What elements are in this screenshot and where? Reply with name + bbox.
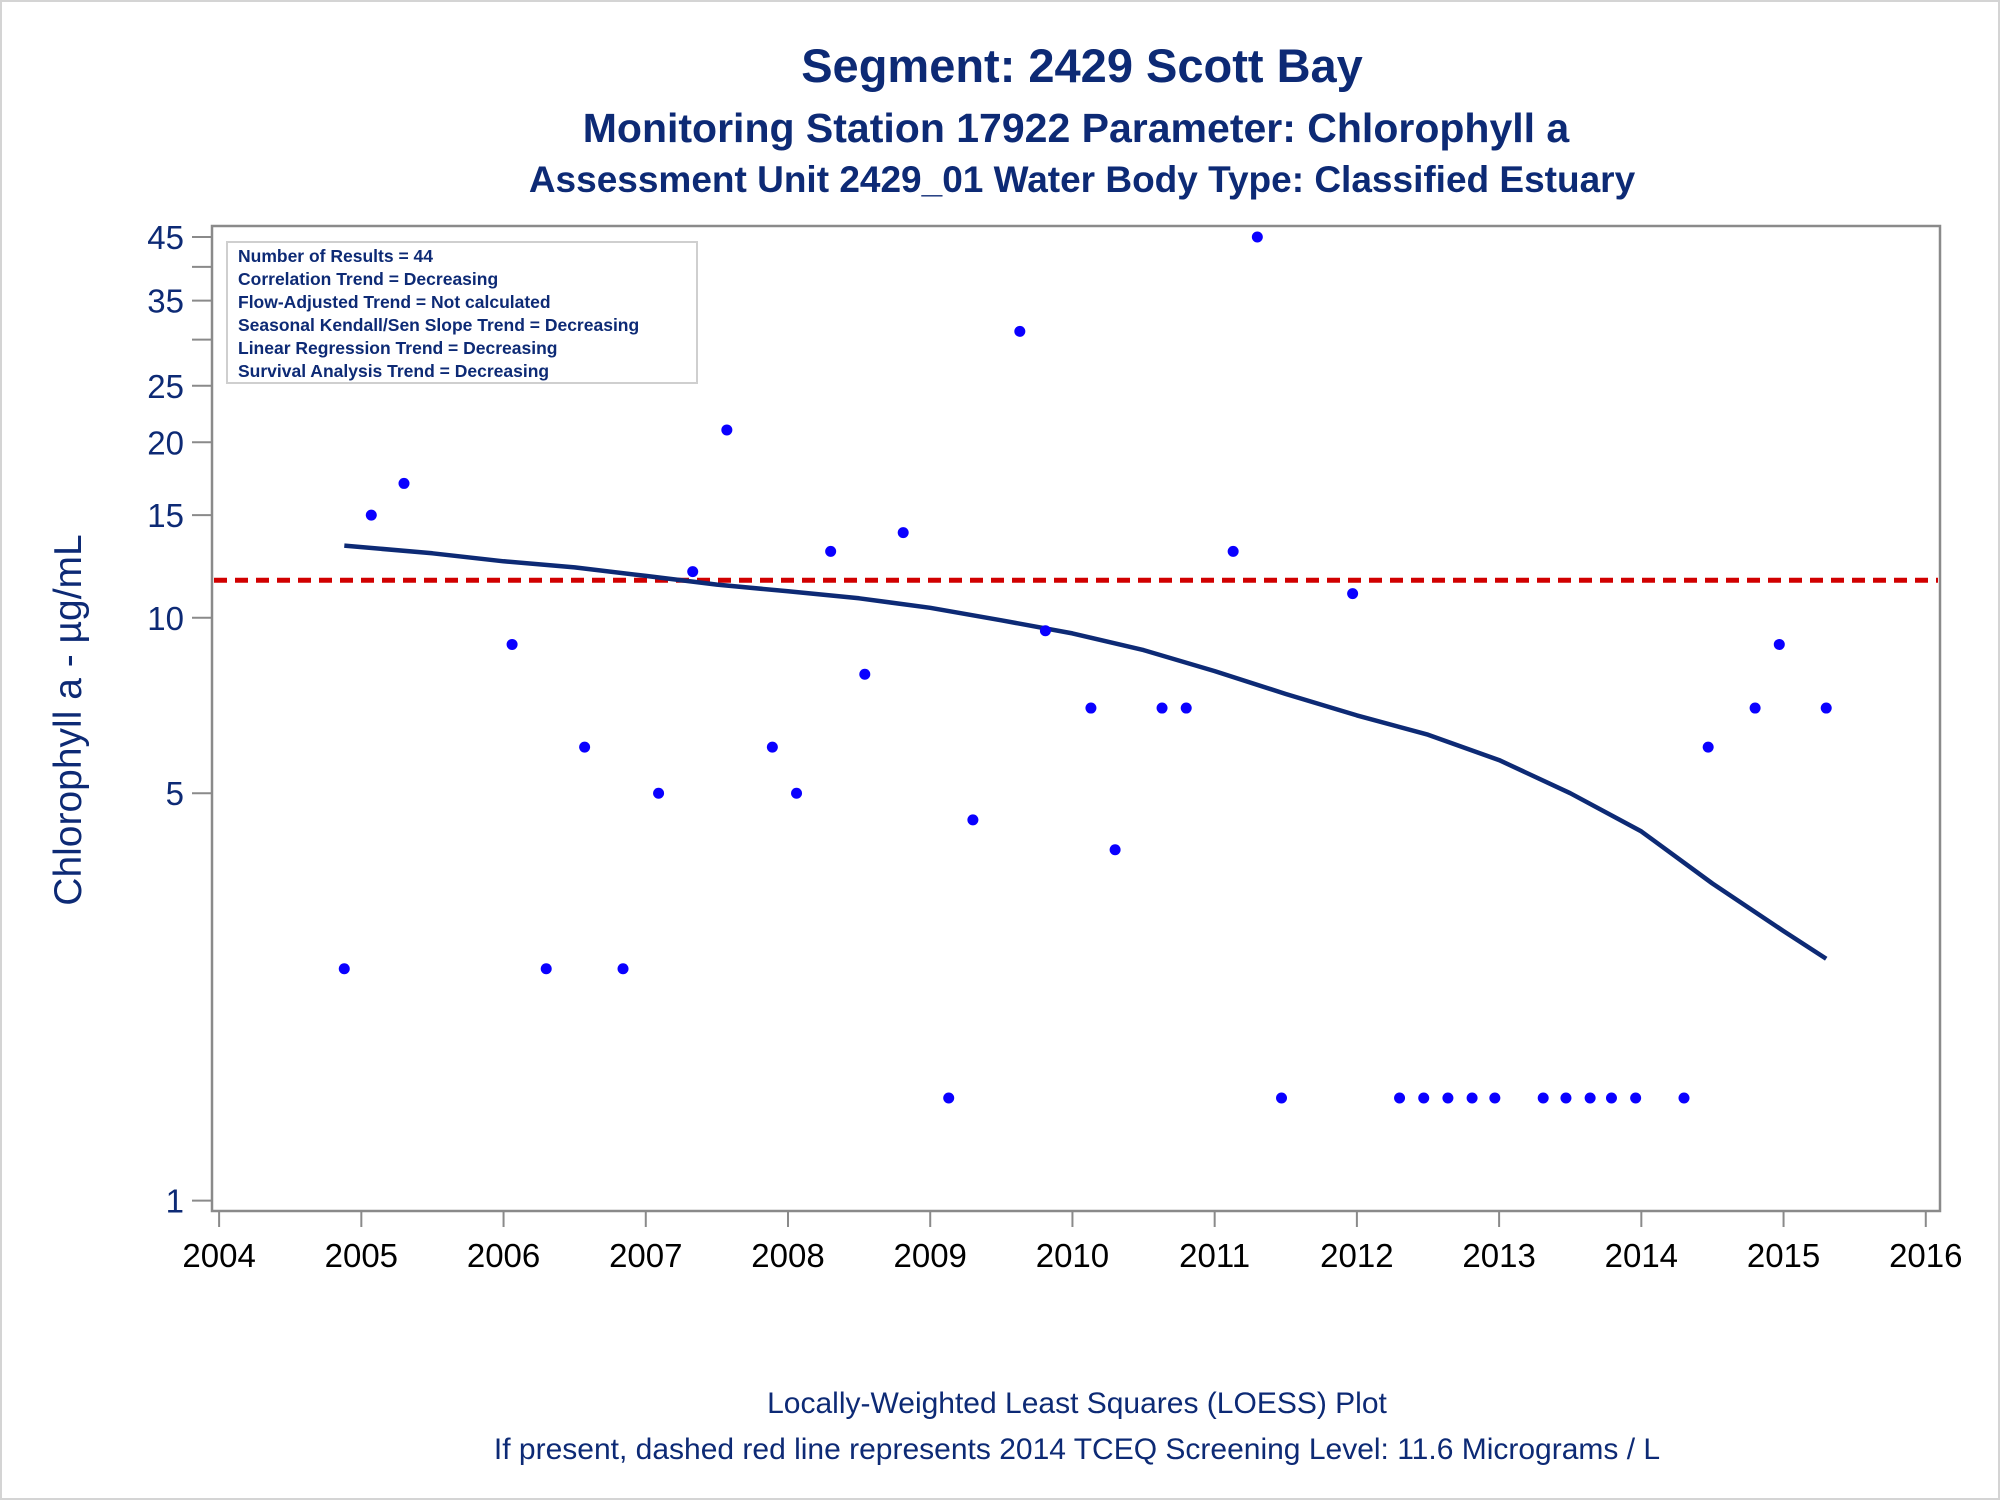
chart-title: Segment: 2429 Scott Bay	[801, 39, 1363, 92]
data-point	[1702, 741, 1714, 753]
data-point	[506, 638, 518, 650]
data-point	[1039, 625, 1051, 637]
data-point	[1678, 1092, 1690, 1104]
data-point	[1014, 325, 1026, 337]
x-tick-label: 2010	[1036, 1237, 1109, 1274]
data-point	[687, 566, 699, 578]
loess-curve	[344, 543, 1828, 961]
data-point	[1630, 1092, 1642, 1104]
chart-subtitle-2: Assessment Unit 2429_01 Water Body Type:…	[529, 159, 1636, 200]
data-point	[1276, 1092, 1288, 1104]
stats-line: Correlation Trend = Decreasing	[238, 269, 498, 289]
data-point	[365, 509, 377, 521]
data-point	[943, 1092, 955, 1104]
footnote-2: If present, dashed red line represents 2…	[494, 1433, 1660, 1466]
data-point	[338, 963, 350, 975]
data-point	[1773, 638, 1785, 650]
data-point	[791, 787, 803, 799]
data-point	[1584, 1092, 1596, 1104]
data-point	[825, 545, 837, 557]
data-point	[1537, 1092, 1549, 1104]
x-tick-label: 2013	[1462, 1237, 1535, 1274]
data-point	[1394, 1092, 1406, 1104]
data-point	[1820, 702, 1832, 714]
x-tick-label: 2004	[182, 1237, 255, 1274]
data-point	[1749, 702, 1761, 714]
stats-box	[226, 241, 698, 384]
data-point	[1418, 1092, 1430, 1104]
stats-line: Number of Results = 44	[238, 246, 433, 266]
stats-line: Flow-Adjusted Trend = Not calculated	[238, 292, 551, 312]
data-point	[1251, 231, 1263, 243]
stats-lines: Number of Results = 44 Correlation Trend…	[238, 246, 639, 381]
data-point	[1109, 844, 1121, 856]
stats-line: Linear Regression Trend = Decreasing	[238, 338, 558, 358]
data-point	[617, 963, 629, 975]
data-point	[859, 668, 871, 680]
x-tick-label: 2015	[1747, 1237, 1820, 1274]
x-tick-label: 2011	[1179, 1237, 1250, 1274]
x-tick-label: 2014	[1605, 1237, 1678, 1274]
x-tick-label: 2005	[325, 1237, 398, 1274]
plot-frame	[210, 224, 1942, 1213]
chart-subtitle: Monitoring Station 17922 Parameter: Chlo…	[583, 105, 1571, 151]
data-point	[398, 477, 410, 489]
data-point	[1466, 1092, 1478, 1104]
y-tick-label: 20	[147, 424, 184, 461]
data-point	[1347, 588, 1359, 600]
y-tick-label: 35	[147, 283, 184, 320]
y-tick-label: 10	[147, 600, 184, 637]
y-tick-label: 25	[147, 368, 184, 405]
x-tick-label: 2016	[1889, 1237, 1962, 1274]
y-tick-label: 15	[147, 497, 184, 534]
data-point	[897, 527, 909, 539]
data-point	[540, 963, 552, 975]
footnote-1: Locally-Weighted Least Squares (LOESS) P…	[767, 1387, 1387, 1420]
data-point	[967, 814, 979, 826]
data-point	[766, 741, 778, 753]
y-tick-label: 45	[147, 219, 184, 256]
x-tick-label: 2006	[467, 1237, 540, 1274]
data-point	[1085, 702, 1097, 714]
y-axis-label: Chlorophyll a - µg/mL	[47, 534, 90, 905]
data-point	[653, 787, 665, 799]
x-tick-label: 2008	[751, 1237, 824, 1274]
y-tick-label: 1	[166, 1183, 184, 1220]
data-point	[1227, 545, 1239, 557]
stats-line: Seasonal Kendall/Sen Slope Trend = Decre…	[238, 315, 639, 335]
x-tick-label: 2009	[894, 1237, 967, 1274]
data-point	[1156, 702, 1168, 714]
data-point	[1442, 1092, 1454, 1104]
x-tick-label: 2012	[1320, 1237, 1393, 1274]
y-tick-label: 5	[166, 775, 184, 812]
x-tick-label: 2007	[609, 1237, 682, 1274]
data-point	[721, 424, 733, 436]
stats-line: Survival Analysis Trend = Decreasing	[238, 361, 549, 381]
data-point	[1180, 702, 1192, 714]
data-point	[1560, 1092, 1572, 1104]
data-point	[579, 741, 591, 753]
data-point	[1605, 1092, 1617, 1104]
data-point	[1489, 1092, 1501, 1104]
